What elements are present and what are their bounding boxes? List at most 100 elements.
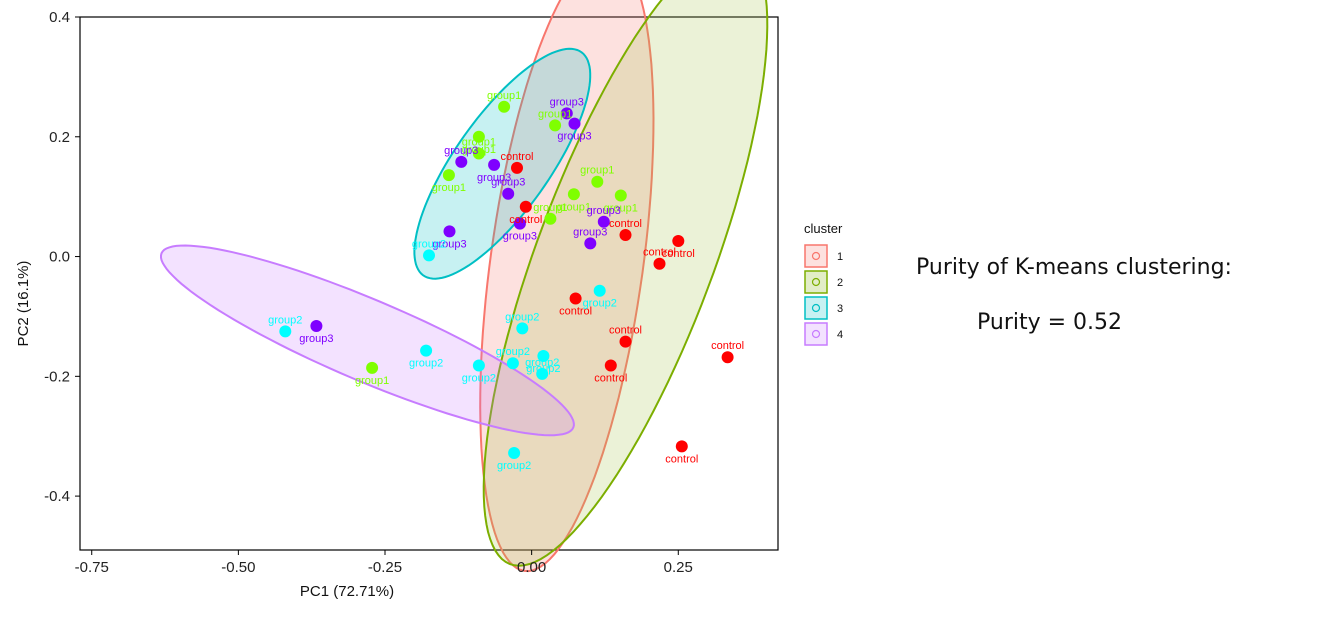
data-point-group1 [472,147,485,160]
point-label-group1: group1 [604,203,638,215]
data-point-group2 [536,367,549,380]
point-label-control: control [509,214,542,226]
legend-key-marker-1 [811,251,821,261]
point-label-group2: group2 [462,373,496,385]
legend: cluster 1 2 3 4 [804,221,843,346]
point-label-control: control [665,453,698,465]
legend-key-4 [804,322,828,346]
point-label-group3: group3 [444,145,478,157]
legend-label-2: 2 [837,277,843,289]
point-label-group3: group3 [573,226,607,238]
point-label-group3: group3 [503,231,537,243]
data-point-group2 [508,447,521,459]
data-point-control [604,359,617,372]
point-label-group1: group1 [487,90,521,102]
data-point-group2 [472,359,485,372]
legend-title: cluster [804,221,843,236]
legend-label-1: 1 [837,251,843,263]
point-label-group2: group2 [525,357,559,369]
purity-title: Purity of K-means clustering: [916,255,1232,280]
legend-key-1 [804,244,828,268]
x-axis-title: PC1 (72.71%) [300,583,394,600]
y-axis-title: PC2 (16.1%) [15,261,32,347]
legend-key-marker-4 [811,329,821,339]
data-point-control [721,351,734,364]
point-label-group1: group1 [462,137,496,149]
x-tick-label: -0.25 [368,559,402,576]
data-point-group1 [366,361,379,374]
point-label-control: control [711,340,744,352]
y-tick-label: -0.4 [44,488,70,505]
point-label-group3: group3 [550,96,584,108]
data-point-group2 [506,357,519,370]
data-point-control [672,235,685,247]
cluster-ellipse-3 [413,47,592,280]
data-point-group3 [455,155,468,168]
data-point-group2 [420,344,433,357]
data-point-control [619,335,632,348]
point-label-group2: group2 [583,298,617,310]
point-label-group3: group3 [557,131,591,143]
data-point-control [519,200,532,213]
data-point-group3 [597,215,610,228]
x-tick-label: 0.25 [664,559,693,576]
data-point-group1 [544,212,557,225]
legend-key-marker-2 [811,277,821,287]
data-point-group3 [513,217,526,230]
cluster-ellipse-2 [482,0,769,567]
point-label-group2: group2 [497,460,531,472]
point-label-group2: group2 [409,358,443,370]
data-point-group3 [310,320,323,332]
data-point-group1 [614,189,627,202]
ellipse-layer [160,0,769,573]
y-tick-label: 0.0 [49,249,70,266]
data-point-group3 [502,187,515,200]
point-label-group1: group1 [462,144,496,156]
point-label-control: control [559,306,592,318]
point-label-group3: group3 [432,238,466,250]
point-label-group3: group3 [477,172,511,184]
point-label-control: control [662,248,695,260]
y-tick-label: -0.2 [44,368,70,385]
legend-label-3: 3 [837,303,843,315]
x-tick-label: -0.75 [75,559,109,576]
purity-value: Purity = 0.52 [977,310,1123,335]
point-label-group1: group1 [557,201,591,213]
point-label-control: control [643,247,676,259]
legend-label-4: 4 [837,329,843,341]
y-tick-label: 0.4 [49,9,70,26]
data-point-group2 [279,325,292,338]
cluster-ellipse-1 [479,0,655,573]
legend-key-2 [804,270,828,294]
data-point-group1 [549,119,562,132]
point-label-group3: group3 [587,205,621,217]
data-point-group3 [560,107,573,120]
data-point-group3 [443,225,456,238]
point-label-control: control [609,218,642,230]
point-label-group1: group1 [580,165,614,177]
plot-panel [79,16,779,551]
point-label-group1: group1 [538,108,572,120]
point-label-control: control [594,373,627,385]
point-label-group2: group2 [268,314,302,326]
data-point-group3 [488,158,501,171]
data-point-group2 [593,284,606,297]
point-label-group2: group2 [412,238,446,250]
data-point-group1 [442,169,455,182]
point-label-group1: group1 [533,202,567,214]
data-point-group2 [423,249,435,262]
data-point-group1 [567,188,580,201]
point-label-group2: group2 [526,363,560,375]
point-labels-layer: group1group1group1group1group1group1grou… [268,90,744,472]
data-point-control [569,292,582,305]
point-label-group1: group1 [355,375,389,387]
data-point-group3 [584,237,597,250]
point-label-group3: group3 [299,333,333,345]
data-point-group1 [498,100,511,113]
x-tick-label: -0.50 [221,559,255,576]
data-point-control [619,229,632,241]
data-point-control [653,257,666,270]
point-label-control: control [609,325,642,337]
y-tick-label: 0.2 [49,129,70,146]
points-layer [279,100,734,459]
